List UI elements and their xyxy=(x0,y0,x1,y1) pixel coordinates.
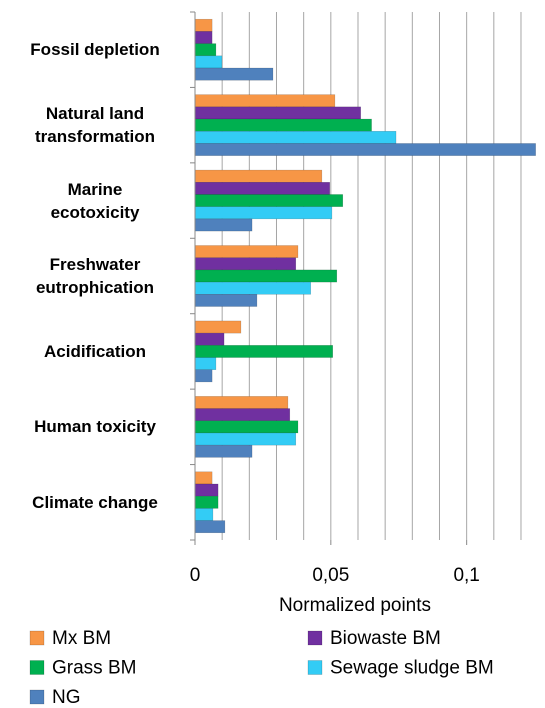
legend-swatch xyxy=(29,660,45,675)
bar xyxy=(194,182,330,195)
category-label: Human toxicity xyxy=(34,417,156,437)
bar xyxy=(194,520,226,534)
bar xyxy=(194,18,213,32)
legend-label: Biowaste BM xyxy=(330,628,441,649)
category-label: Freshwater eutrophication xyxy=(35,255,155,297)
legend-swatch xyxy=(29,630,45,646)
bar xyxy=(194,444,253,458)
bar xyxy=(194,245,299,258)
bar xyxy=(194,495,219,509)
bar xyxy=(194,194,344,207)
bar xyxy=(194,206,333,220)
bar xyxy=(194,269,338,283)
bar xyxy=(194,294,258,307)
bar xyxy=(194,483,219,497)
bar xyxy=(194,218,253,232)
bar xyxy=(194,67,274,81)
bar xyxy=(194,130,397,144)
bar xyxy=(194,281,311,295)
category-label: Climate change xyxy=(32,492,158,512)
legend-label: NG xyxy=(52,687,81,708)
bar xyxy=(194,55,223,69)
bar xyxy=(194,471,213,485)
bar xyxy=(194,408,291,422)
x-tick-label: 0,05 xyxy=(312,565,349,586)
bar xyxy=(194,118,372,132)
bar xyxy=(194,257,297,271)
legend-label: Sewage sludge BM xyxy=(330,658,494,679)
bar xyxy=(194,169,323,183)
legend-label: Grass BM xyxy=(52,658,136,679)
category-label: Marine ecotoxicity xyxy=(50,179,140,222)
legend-swatch xyxy=(307,660,323,675)
bar xyxy=(194,320,242,334)
x-axis-title: Normalized points xyxy=(279,595,431,616)
legend-swatch xyxy=(307,630,323,646)
bar xyxy=(194,369,213,383)
x-tick-label: 0,1 xyxy=(453,565,479,586)
bar xyxy=(194,396,289,409)
category-label: Natural land transformation xyxy=(35,104,155,147)
bar xyxy=(194,94,336,108)
bar xyxy=(194,43,217,57)
x-tick-label: 0 xyxy=(190,565,201,586)
legend-label: Mx BM xyxy=(52,628,111,649)
category-label: Fossil depletion xyxy=(30,40,160,60)
bar xyxy=(194,420,299,434)
bar xyxy=(194,143,536,156)
category-label: Acidification xyxy=(43,341,146,361)
bar xyxy=(194,31,213,44)
bar xyxy=(194,106,361,120)
legend-swatch xyxy=(29,689,45,705)
bar xyxy=(194,332,225,346)
bar xyxy=(194,432,297,446)
bar xyxy=(194,508,214,521)
bar xyxy=(194,345,333,358)
bar xyxy=(194,357,217,370)
